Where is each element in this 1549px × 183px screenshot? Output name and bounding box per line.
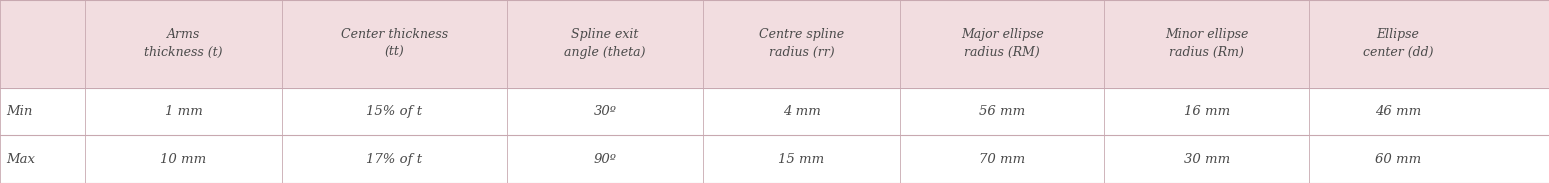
- Text: 46 mm: 46 mm: [1376, 105, 1420, 118]
- Bar: [0, 88, 1549, 135]
- Text: Spline exit
angle (theta): Spline exit angle (theta): [564, 28, 646, 59]
- Text: Centre spline
radius (rr): Centre spline radius (rr): [759, 28, 844, 59]
- Text: 60 mm: 60 mm: [1376, 153, 1420, 166]
- Text: 15% of t: 15% of t: [366, 105, 423, 118]
- Bar: [0, 135, 1549, 183]
- Text: 30º: 30º: [593, 105, 617, 118]
- Text: 30 mm: 30 mm: [1183, 153, 1230, 166]
- Text: 16 mm: 16 mm: [1183, 105, 1230, 118]
- Text: Min: Min: [6, 105, 33, 118]
- Bar: [0, 0, 1549, 88]
- Text: 4 mm: 4 mm: [782, 105, 821, 118]
- Text: 56 mm: 56 mm: [979, 105, 1025, 118]
- Text: Center thickness
(tt): Center thickness (tt): [341, 28, 448, 59]
- Text: 10 mm: 10 mm: [161, 153, 206, 166]
- Text: 90º: 90º: [593, 153, 617, 166]
- Text: Max: Max: [6, 153, 36, 166]
- Text: 1 mm: 1 mm: [164, 105, 203, 118]
- Text: Ellipse
center (dd): Ellipse center (dd): [1363, 28, 1433, 59]
- Text: Minor ellipse
radius (Rm): Minor ellipse radius (Rm): [1165, 28, 1248, 59]
- Text: Arms
thickness (t): Arms thickness (t): [144, 28, 223, 59]
- Text: 70 mm: 70 mm: [979, 153, 1025, 166]
- Text: 15 mm: 15 mm: [779, 153, 824, 166]
- Text: 17% of t: 17% of t: [366, 153, 423, 166]
- Text: Major ellipse
radius (RM): Major ellipse radius (RM): [960, 28, 1044, 59]
